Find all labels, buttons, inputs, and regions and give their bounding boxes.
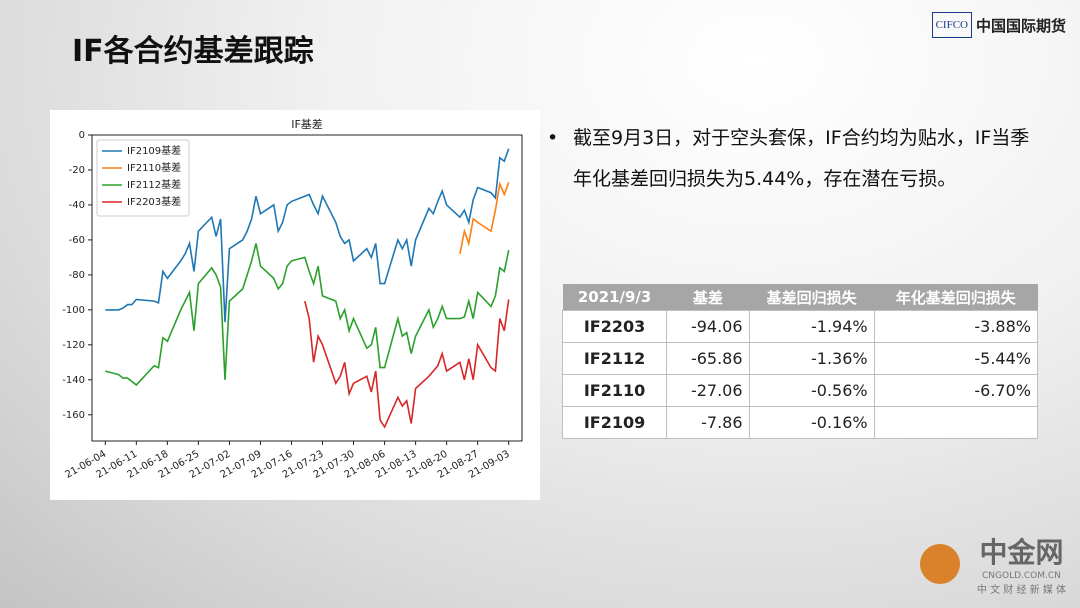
table-cell: -65.86 bbox=[666, 342, 750, 375]
y-tick-label: -160 bbox=[62, 410, 85, 421]
slide-title: IF各合约基差跟踪 bbox=[72, 34, 314, 69]
table-cell: IF2203 bbox=[561, 310, 668, 343]
y-tick-label: -40 bbox=[69, 200, 85, 211]
y-tick-label: -80 bbox=[69, 270, 85, 281]
table-cell: -0.16% bbox=[748, 406, 875, 439]
table-row: IF2109 -7.86 -0.16% bbox=[561, 406, 1039, 439]
table-header: 2021/9/3 基差 基差回归损失 年化基差回归损失 bbox=[562, 284, 1038, 311]
watermark-icon bbox=[920, 544, 960, 584]
series-line bbox=[105, 243, 510, 387]
table-row: IF2110 -27.06 -0.56% -6.70% bbox=[561, 374, 1039, 407]
legend-label: IF2203基差 bbox=[127, 195, 181, 208]
table-cell: -94.06 bbox=[666, 310, 750, 343]
legend-label: IF2112基差 bbox=[127, 178, 181, 191]
series-line bbox=[105, 148, 510, 323]
y-tick-label: 0 bbox=[79, 130, 85, 141]
table-header-cell: 基差 bbox=[666, 284, 750, 311]
watermark: 中金网 CNGOLD.COM.CN 中 文 财 经 新 媒 体 bbox=[977, 531, 1066, 596]
table-cell: -1.36% bbox=[748, 342, 875, 375]
table-header-cell: 基差回归损失 bbox=[749, 284, 875, 311]
series-line bbox=[459, 181, 510, 255]
watermark-domain: CNGOLD.COM.CN bbox=[982, 571, 1061, 581]
y-tick-label: -20 bbox=[69, 165, 85, 176]
table-cell bbox=[873, 406, 1039, 439]
table-header-cell: 2021/9/3 bbox=[562, 284, 667, 311]
watermark-tagline: 中 文 财 经 新 媒 体 bbox=[976, 585, 1066, 596]
chart: IF基差 0-20-40-60-80-100-120-140-16021-06-… bbox=[50, 110, 540, 500]
watermark-name: 中金网 bbox=[979, 536, 1064, 569]
table-row: IF2203 -94.06 -1.94% -3.88% bbox=[561, 310, 1039, 343]
y-tick-label: -60 bbox=[69, 235, 85, 246]
series-line bbox=[304, 299, 510, 429]
table-row: IF2112 -65.86 -1.36% -5.44% bbox=[561, 342, 1039, 375]
legend-box bbox=[96, 139, 190, 217]
table-cell: IF2110 bbox=[561, 374, 668, 407]
logo-text: 中国国际期货 bbox=[975, 16, 1066, 35]
bullet-text: 截至9月3日，对于空头套保，IF合约均为贴水，IF当季年化基差回归损失为5.44… bbox=[545, 118, 1043, 200]
table-cell: -3.88% bbox=[873, 310, 1039, 343]
chart-title: IF基差 bbox=[291, 117, 323, 131]
legend-label: IF2110基差 bbox=[127, 161, 181, 174]
y-tick-label: -120 bbox=[62, 340, 85, 351]
table-header-cell: 年化基差回归损失 bbox=[874, 284, 1038, 311]
table-cell: -27.06 bbox=[666, 374, 750, 407]
table-cell: -6.70% bbox=[873, 374, 1039, 407]
y-tick-label: -100 bbox=[62, 305, 85, 316]
table-cell: -5.44% bbox=[873, 342, 1039, 375]
table-cell: -0.56% bbox=[748, 374, 875, 407]
y-tick-label: -140 bbox=[62, 375, 85, 386]
logo: CIFCO 中国国际期货 bbox=[931, 12, 1066, 38]
table-cell: -1.94% bbox=[748, 310, 875, 343]
table-cell: -7.86 bbox=[666, 406, 750, 439]
logo-mark: CIFCO bbox=[931, 12, 972, 38]
table-cell: IF2112 bbox=[561, 342, 668, 375]
plot-frame bbox=[91, 134, 523, 442]
legend-label: IF2109基差 bbox=[127, 144, 181, 157]
data-table: 2021/9/3 基差 基差回归损失 年化基差回归损失 IF2203 -94.06 -1.9… bbox=[561, 284, 1039, 439]
table-cell: IF2109 bbox=[561, 406, 668, 439]
